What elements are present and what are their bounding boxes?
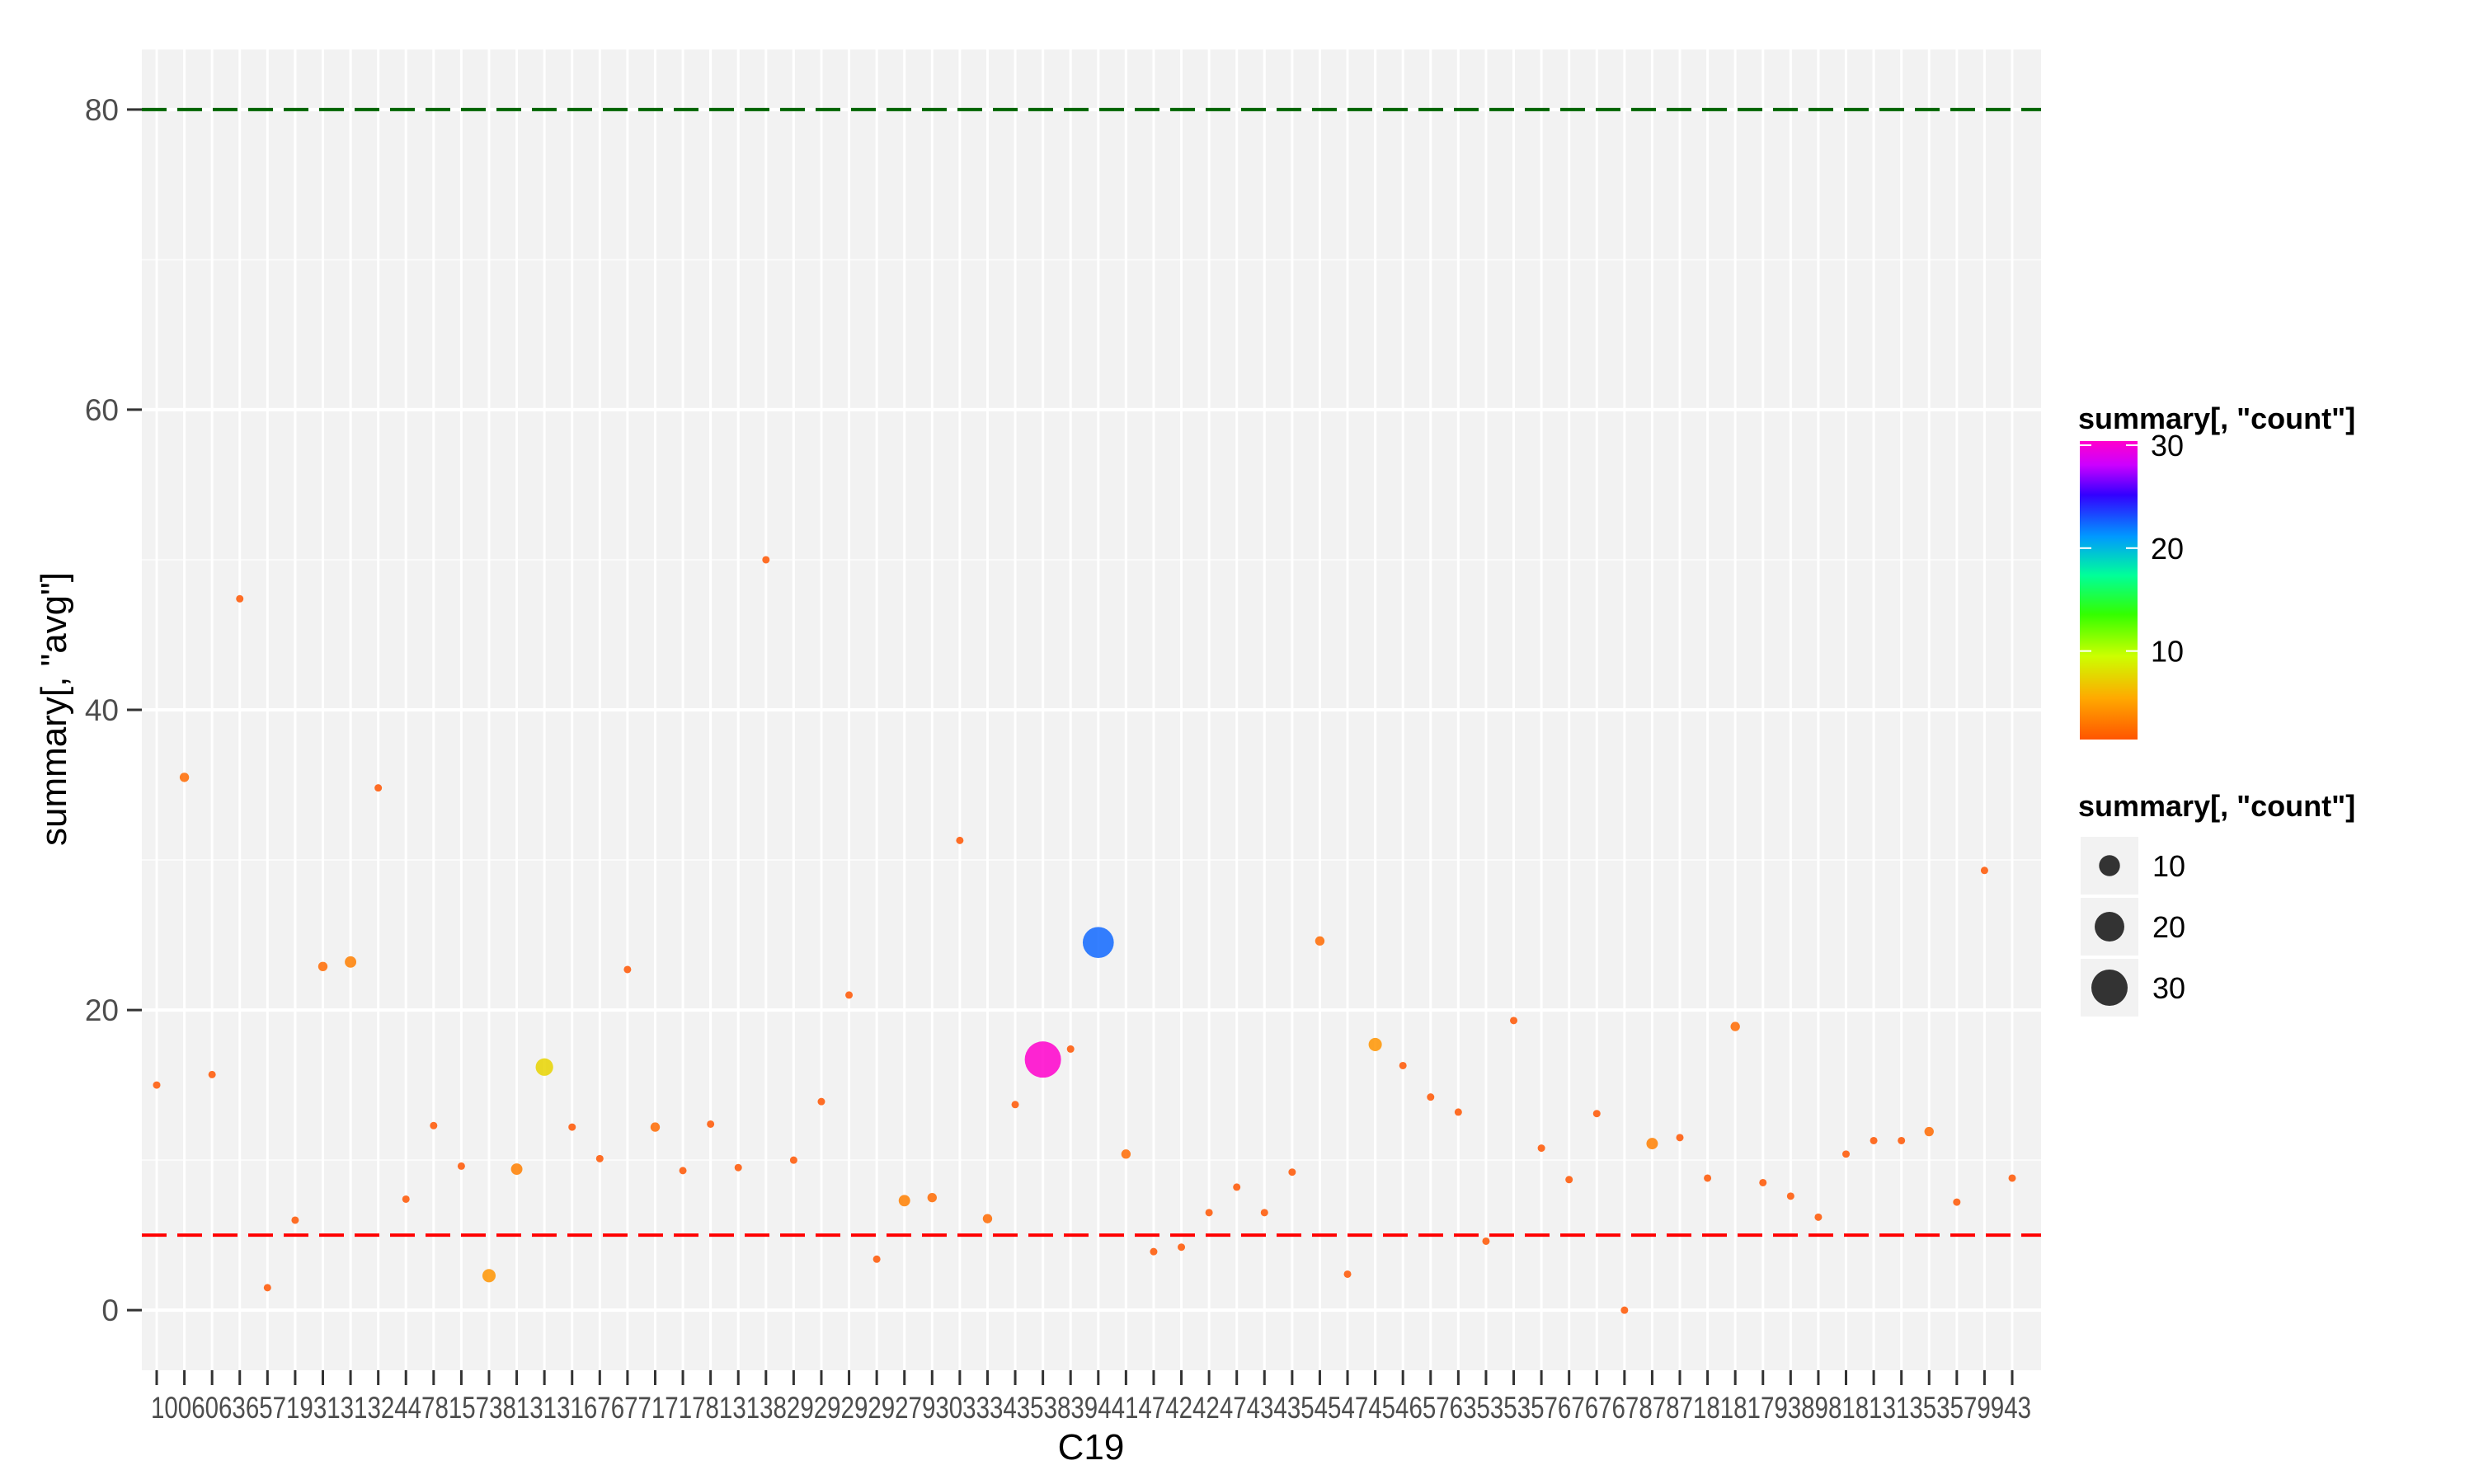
data-point <box>1399 1061 1407 1069</box>
data-point <box>236 594 244 603</box>
legend-size: summary[, "count"] 10 20 30 <box>2078 789 2355 1018</box>
data-point <box>927 1192 937 1203</box>
data-point <box>1082 927 1114 959</box>
data-point <box>1121 1149 1131 1159</box>
data-point <box>1482 1237 1490 1245</box>
x-axis: 1006063657193131324478157381313167677171… <box>151 1370 2031 1425</box>
data-point <box>535 1058 553 1076</box>
y-axis: 0 20 40 60 80 <box>85 93 142 1327</box>
size-key-label: 20 <box>2152 910 2185 944</box>
colorbar-label: 10 <box>2151 635 2184 669</box>
x-tick-labels: 1006063657193131324478157381313167677171… <box>151 1391 2031 1425</box>
colorbar-label: 20 <box>2151 532 2184 566</box>
data-point <box>263 1284 271 1292</box>
data-point <box>1233 1183 1241 1191</box>
grid-minor <box>142 258 2041 1162</box>
data-point <box>872 1255 881 1263</box>
data-point <box>1676 1134 1684 1142</box>
data-point <box>679 1167 687 1175</box>
data-point <box>1759 1178 1767 1186</box>
data-point <box>1592 1110 1601 1118</box>
data-points <box>153 556 2016 1314</box>
data-point <box>457 1162 465 1170</box>
data-point <box>1537 1144 1545 1153</box>
data-point <box>153 1081 161 1089</box>
data-point <box>402 1195 410 1203</box>
data-point <box>1454 1108 1462 1116</box>
data-point <box>1427 1093 1435 1101</box>
data-point <box>956 836 964 844</box>
legend-color: summary[, "count"] 10 20 30 <box>2078 402 2355 740</box>
size-key-dot <box>2099 855 2120 876</box>
data-point <box>1786 1192 1794 1200</box>
data-point <box>1178 1243 1186 1252</box>
data-point <box>845 991 854 999</box>
data-point <box>1814 1213 1823 1221</box>
legend-size-title: summary[, "count"] <box>2078 789 2355 823</box>
data-point <box>510 1163 523 1176</box>
data-point <box>179 773 190 782</box>
size-key-dot <box>2091 970 2128 1006</box>
data-point <box>291 1216 299 1224</box>
data-point <box>1953 1198 1961 1206</box>
data-point <box>1980 866 1988 875</box>
reference-lines <box>142 107 2041 1237</box>
data-point <box>482 1269 496 1283</box>
y-tick-label: 20 <box>85 993 119 1027</box>
data-point <box>1870 1136 1878 1144</box>
data-point <box>1024 1041 1061 1078</box>
data-point <box>707 1120 715 1128</box>
data-point <box>623 965 632 974</box>
data-point <box>817 1097 825 1106</box>
data-point <box>1924 1126 1934 1137</box>
data-point <box>208 1070 216 1078</box>
data-point <box>1620 1306 1629 1314</box>
data-point <box>1842 1150 1851 1158</box>
data-point <box>1898 1136 1906 1144</box>
grid-major <box>142 49 2041 1370</box>
data-point <box>762 556 770 564</box>
data-point <box>1368 1037 1382 1051</box>
data-point <box>345 956 357 968</box>
y-tick-label: 60 <box>85 393 119 427</box>
data-point <box>430 1121 438 1129</box>
data-point <box>1704 1174 1712 1182</box>
data-point <box>1730 1021 1740 1031</box>
y-tick-label: 40 <box>85 693 119 727</box>
data-point <box>1565 1176 1573 1184</box>
data-point <box>374 784 383 792</box>
data-point <box>1011 1101 1019 1109</box>
legend-colorbar <box>2080 441 2138 740</box>
size-key-label: 30 <box>2152 971 2185 1005</box>
data-point <box>1260 1209 1268 1217</box>
y-tick-label: 0 <box>101 1294 119 1327</box>
data-point <box>898 1195 910 1207</box>
data-point <box>1205 1209 1213 1217</box>
data-point <box>1510 1017 1518 1025</box>
data-point <box>1343 1270 1352 1278</box>
data-point <box>734 1163 742 1172</box>
data-point <box>789 1156 797 1164</box>
data-point <box>595 1154 604 1162</box>
data-point <box>1288 1168 1296 1176</box>
y-axis-title: summary[, "avg"] <box>34 572 74 846</box>
y-tick-label: 80 <box>85 93 119 127</box>
data-point <box>568 1123 576 1131</box>
data-point <box>2008 1174 2016 1182</box>
data-point <box>317 961 328 971</box>
data-point <box>650 1122 661 1132</box>
data-point <box>1646 1138 1658 1150</box>
data-point <box>1315 936 1325 946</box>
x-axis-title: C19 <box>1058 1427 1125 1468</box>
data-point <box>1066 1045 1075 1053</box>
colorbar-label: 30 <box>2151 429 2184 463</box>
data-point <box>982 1214 993 1223</box>
data-point <box>1150 1247 1158 1256</box>
size-key-dot <box>2095 912 2124 942</box>
legend-color-title: summary[, "count"] <box>2078 402 2355 435</box>
size-key-label: 10 <box>2152 849 2185 883</box>
